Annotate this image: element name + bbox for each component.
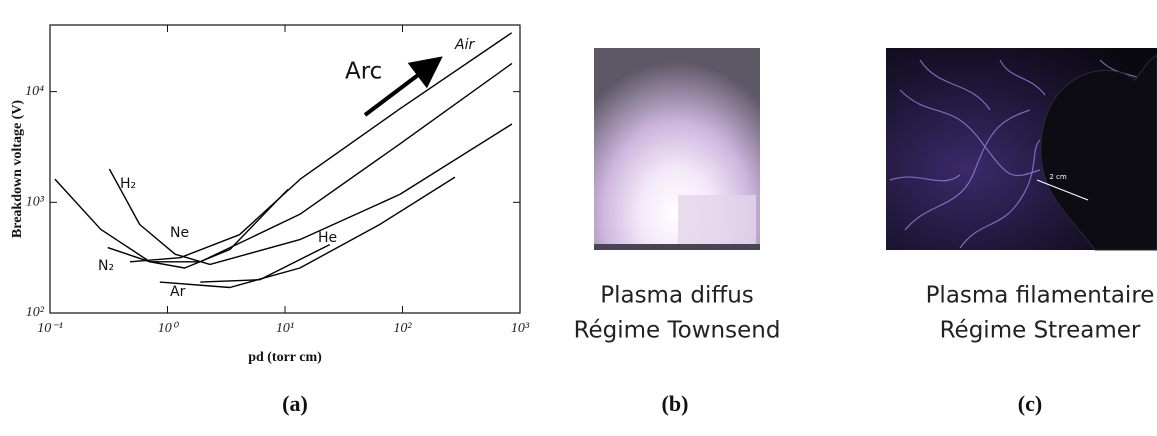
panel-label: (a): [282, 391, 308, 416]
panel-label: (c): [1018, 391, 1042, 416]
photo-townsend: Plasma diffus Régime Townsend: [574, 48, 781, 344]
x-tick-label: 10³: [511, 321, 530, 336]
arc-arrow: [363, 56, 443, 117]
x-tick-label: 10²: [393, 321, 412, 336]
scale-bar: [1036, 179, 1089, 201]
scale-label: 2 cm: [1049, 173, 1067, 181]
y-tick-label: 10⁴: [25, 84, 44, 99]
panel-label: (b): [662, 391, 689, 416]
curve: [159, 176, 456, 289]
y-tick-label: 10³: [26, 195, 45, 210]
curve: [107, 62, 513, 263]
curve-label: H₂: [120, 176, 136, 192]
caption: Régime Townsend: [574, 318, 781, 344]
x-tick-label: 10⁻¹: [37, 321, 63, 336]
curve: [54, 178, 289, 269]
photo-streamer: 2 cm Plasma filamentaire Régime Streamer: [886, 48, 1157, 344]
plot-frame: [49, 24, 521, 314]
electrode: [678, 195, 756, 248]
caption: Plasma filamentaire: [926, 283, 1155, 309]
arc-annotation: Arc: [345, 59, 382, 85]
curve-label: Air: [454, 37, 475, 53]
curve-label: N₂: [98, 258, 114, 274]
curve-label: Ar: [170, 284, 186, 300]
curve: [108, 123, 513, 266]
y-tick-label: 10²: [26, 305, 45, 320]
curve-label: He: [318, 230, 337, 246]
curve: [200, 243, 331, 283]
x-tick-label: 10¹: [276, 321, 294, 336]
filaments: [889, 59, 1156, 249]
base-plate: [594, 244, 760, 250]
dark-object: [1040, 54, 1157, 251]
paschen-chart: Breakdown voltage (V) pd (torr cm) Arc 1…: [10, 24, 530, 365]
y-axis-label: Breakdown voltage (V): [10, 100, 25, 239]
curve-label: Ne: [170, 225, 189, 241]
caption: Plasma diffus: [600, 283, 754, 309]
x-axis-label: pd (torr cm): [248, 350, 322, 365]
curve: [129, 32, 513, 263]
caption: Régime Streamer: [940, 318, 1141, 344]
x-tick-label: 10⁰: [158, 321, 180, 336]
